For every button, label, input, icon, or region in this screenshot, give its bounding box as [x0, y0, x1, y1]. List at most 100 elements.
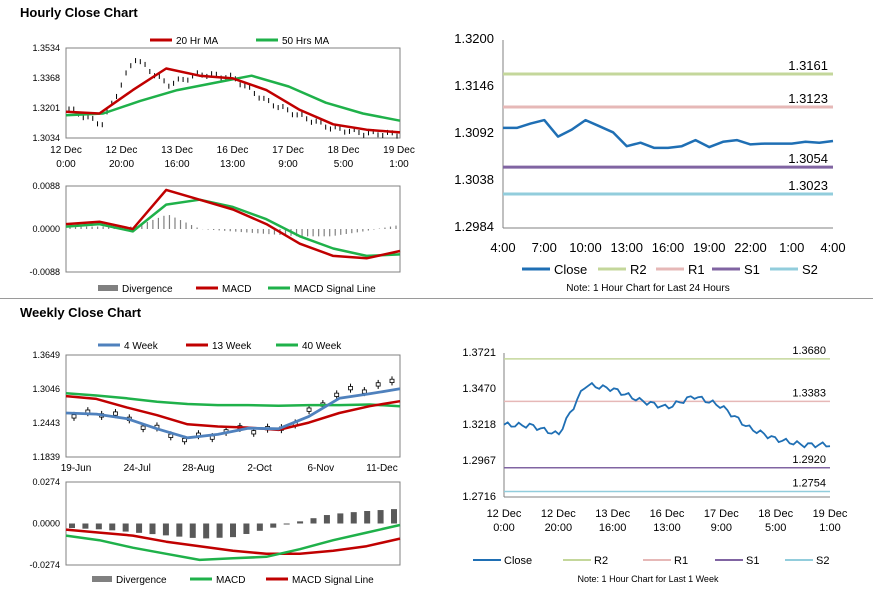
hourly-price-frame — [65, 47, 401, 139]
weekly-divergence-bar — [95, 523, 102, 530]
weekly-close-legend-r2-label: R2 — [594, 555, 608, 567]
weekly-price-xtick: 6-Nov — [307, 463, 334, 474]
weekly-divergence-bar — [82, 523, 89, 529]
weekly-close-ytick: 1.3721 — [462, 347, 496, 359]
weekly-divergence-bar — [350, 512, 357, 524]
weekly-divergence-bar — [243, 523, 250, 534]
section-divider — [0, 298, 873, 299]
weekly-close-xtick-date: 16 Dec — [650, 508, 685, 520]
weekly-close-xtick-time: 9:00 — [711, 522, 732, 534]
hourly-price-ytick: 1.3034 — [32, 133, 60, 143]
hourly-price-xtick-date: 12 Dec — [50, 145, 82, 156]
weekly-legend-divergence-label: Divergence — [116, 575, 167, 586]
hourly-macd-ytick: 0.0088 — [32, 181, 60, 191]
intraday-xtick: 16:00 — [652, 240, 685, 255]
weekly-price-ytick: 1.1839 — [32, 452, 60, 462]
hourly-section-title: Hourly Close Chart — [20, 5, 138, 20]
weekly-divergence-bar — [216, 523, 223, 538]
intraday-s1-label: 1.3054 — [788, 151, 828, 166]
weekly-candle-body — [306, 407, 312, 412]
weekly-divergence-bar — [270, 523, 277, 528]
weekly-divergence-bar — [323, 515, 330, 524]
intraday-ytick: 1.3200 — [454, 31, 494, 46]
weekly-macd-line — [65, 523, 401, 562]
weekly-divergence-bar — [149, 523, 156, 535]
weekly-close-ytick: 1.3470 — [462, 383, 496, 395]
weekly-candle-body — [375, 382, 381, 387]
intraday-close-line — [503, 118, 834, 150]
intraday-ytick: 1.3146 — [454, 78, 494, 93]
weekly-close-legend-s2-label: S2 — [816, 555, 829, 567]
weekly-candle-body — [348, 386, 353, 391]
intraday-legend-r2-label: R2 — [630, 262, 647, 277]
weekly-candle-body — [71, 414, 77, 419]
weekly-price-ytick: 1.2443 — [32, 418, 60, 428]
weekly-divergence-bar — [310, 518, 317, 524]
weekly-close-xtick-date: 13 Dec — [595, 508, 630, 520]
weekly-13-week-line — [65, 394, 401, 432]
weekly-divergence-bar — [69, 523, 75, 529]
intraday-legend-r1-label: R1 — [688, 262, 705, 277]
weekly-price-xtick: 24-Jul — [124, 463, 151, 474]
intraday-xtick: 1:00 — [779, 240, 804, 255]
weekly-close-xtick-time: 16:00 — [599, 522, 627, 534]
weekly-divergence-bar — [189, 523, 196, 538]
weekly-close-xtick-time: 1:00 — [819, 522, 840, 534]
weekly-macd-signal-line — [65, 528, 401, 556]
intraday-xtick: 4:00 — [820, 240, 845, 255]
weekly-close-s1-label: 1.2920 — [792, 454, 826, 466]
hourly-price-ytick: 1.3534 — [32, 43, 60, 53]
hourly-macd-ytick: 0.0000 — [32, 224, 60, 234]
weekly-macd-ytick: 0.0274 — [32, 477, 60, 487]
hourly-price-xtick-date: 17 Dec — [272, 145, 304, 156]
hourly-price-xtick-date: 12 Dec — [106, 145, 138, 156]
weekly-macd-frame — [65, 481, 401, 566]
weekly-legend-signal-label: MACD Signal Line — [292, 575, 374, 586]
weekly-price-xtick: 2-Oct — [247, 463, 272, 474]
weekly-close-r1-label: 1.3383 — [792, 387, 826, 399]
hourly-macd-frame — [65, 185, 401, 273]
weekly-divergence-bar — [109, 523, 116, 531]
weekly-close-xtick-time: 20:00 — [545, 522, 573, 534]
intraday-ytick: 1.3038 — [454, 172, 494, 187]
hourly-legend-20hr-ma-label: 20 Hr MA — [176, 36, 219, 47]
hourly-price-ytick: 1.3201 — [32, 103, 60, 113]
weekly-close-ytick: 1.2967 — [462, 455, 496, 467]
hourly-macd-signal-line — [65, 198, 401, 258]
weekly-candle-body — [334, 392, 340, 397]
hourly-price-xtick-date: 19 Dec — [383, 145, 415, 156]
weekly-close-line — [503, 381, 831, 449]
intraday-ytick: 1.3092 — [454, 125, 494, 140]
weekly-price-ytick: 1.3649 — [32, 350, 60, 360]
weekly-close-xtick-date: 12 Dec — [541, 508, 576, 520]
weekly-close-r2-label: 1.3680 — [792, 345, 826, 357]
intraday-r2-label: 1.3161 — [788, 58, 828, 73]
hourly-macd-ytick: -0.0088 — [29, 267, 60, 277]
hourly-legend-50hrs-ma-label: 50 Hrs MA — [282, 36, 330, 47]
hourly-price-xtick-time: 13:00 — [220, 159, 245, 170]
weekly-40-week-line — [65, 392, 401, 408]
weekly-divergence-bar — [283, 523, 290, 525]
weekly-candle-body — [361, 389, 367, 394]
weekly-section-title: Weekly Close Chart — [20, 305, 142, 320]
weekly-divergence-bar — [391, 509, 397, 524]
weekly-candle-body — [389, 378, 395, 384]
weekly-close-legend-r1-label: R1 — [674, 555, 688, 567]
weekly-close-xtick-date: 17 Dec — [704, 508, 739, 520]
intraday-legend-s2-label: S2 — [802, 262, 818, 277]
weekly-price-xtick: 11-Dec — [366, 463, 398, 474]
hourly-legend-divergence-label: Divergence — [122, 284, 173, 295]
weekly-legend-40-week-label: 40 Week — [302, 341, 342, 352]
hourly-legend-signal-label: MACD Signal Line — [294, 284, 376, 295]
weekly-candle-body — [113, 411, 118, 416]
weekly-price-ytick: 1.3046 — [32, 384, 60, 394]
weekly-close-legend-s1-label: S1 — [746, 555, 759, 567]
weekly-legend-4-week-label: 4 Week — [124, 341, 159, 352]
weekly-price-xtick: 28-Aug — [182, 463, 214, 474]
hourly-macd-line — [65, 188, 401, 260]
hourly-legend-macd-label: MACD — [222, 284, 251, 295]
weekly-divergence-bar — [176, 523, 183, 537]
intraday-xtick: 7:00 — [532, 240, 557, 255]
weekly-legend-divergence-swatch — [92, 576, 112, 582]
